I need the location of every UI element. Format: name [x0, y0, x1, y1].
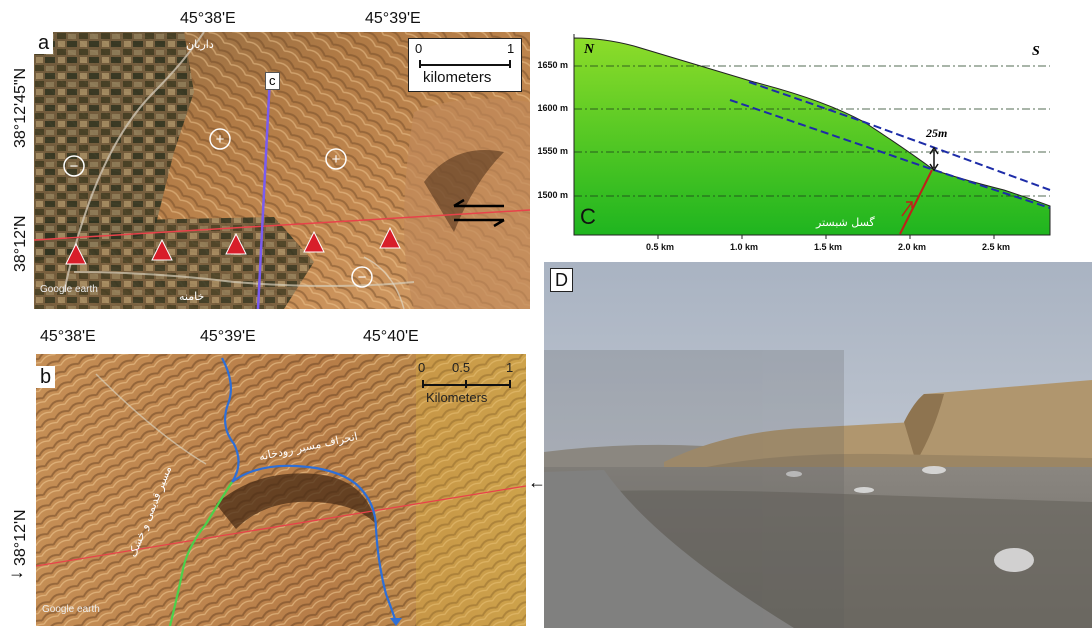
panel-a-plus-sign-1: + — [209, 128, 231, 150]
panel-a-profile-label: c — [265, 72, 280, 90]
panel-c-fault — [899, 169, 933, 235]
panel-b-letter: b — [36, 366, 56, 388]
panel-b-scale-bar: 0 0.5 1 Kilometers — [416, 360, 516, 416]
panel-a-scale-start: 0 — [415, 41, 423, 56]
panel-d-letter: D — [550, 268, 573, 292]
panel-b-old-channel — [168, 481, 233, 626]
panel-b-map-graphic — [36, 354, 526, 626]
panel-b-scale-mid: 0.5 — [452, 360, 471, 375]
panel-a-minus-sign-1: − — [63, 155, 85, 177]
panel-c-elev-1550: 1550 m — [537, 146, 568, 156]
panel-a-lon-label-1: 45°38'E — [180, 10, 236, 27]
panel-a-village-top: داریان — [186, 38, 214, 51]
panel-b-lat-label: 38°12'N — [12, 509, 29, 566]
panel-d-fault-scarp — [664, 380, 1092, 477]
panel-c-fault-label: گسل شبستر — [816, 216, 875, 229]
panel-c-elev-1650: 1650 m — [537, 60, 568, 70]
panel-c-south-label: S — [1032, 44, 1040, 59]
panel-a-watermark: Google earth — [40, 284, 98, 295]
panel-a-minus-sign-2: − — [351, 266, 373, 288]
panel-b-scale-start: 0 — [418, 360, 426, 375]
panel-c-elev-1600: 1600 m — [537, 103, 568, 113]
panel-a-lon-label-2: 45°39'E — [365, 10, 421, 27]
panel-a-lat-label-1: 38°12'45"N — [12, 67, 29, 148]
panel-c-dist-1.5: 1.5 km — [814, 242, 843, 252]
panel-b-lon-label-3: 45°40'E — [363, 328, 419, 345]
panel-c-dist-2.0: 2.0 km — [898, 242, 927, 252]
panel-b-scale-unit: Kilometers — [426, 390, 488, 405]
panel-a-letter: a — [34, 32, 54, 54]
panel-a-profile-line — [256, 75, 272, 309]
panel-c-dist-1.0: 1.0 km — [730, 242, 759, 252]
svg-text:+: + — [332, 151, 341, 168]
panel-d-road — [544, 470, 794, 628]
svg-text:−: − — [70, 158, 79, 175]
panel-a-satellite-map: + + − − a داریان خامنه Google earth — [34, 32, 530, 309]
panel-c-profile-graphic — [573, 34, 1051, 239]
panel-c-upper-surface-line — [748, 81, 1051, 191]
panel-a-village-bottom: خامنه — [179, 290, 205, 303]
panel-a-fault-line — [34, 209, 530, 241]
panel-b-river — [221, 357, 398, 623]
panel-b-fault-line — [36, 485, 526, 567]
panel-c-dist-0.5: 0.5 km — [646, 242, 675, 252]
panel-a-fault-marker-5 — [379, 226, 401, 249]
panel-a-strike-slip-arrows — [453, 198, 505, 228]
panel-b-scale-end: 1 — [506, 360, 514, 375]
svg-text:−: − — [358, 269, 367, 286]
panel-c-profile: N S 25m C گسل شبستر 1650 m 1600 m 1550 m… — [534, 30, 1090, 262]
panel-c-offset-arrow — [929, 146, 939, 172]
panel-a-plus-sign-2: + — [325, 148, 347, 170]
panel-a-lat-label-2: 38°12'N — [12, 215, 29, 272]
panel-b-watermark: Google earth — [42, 604, 100, 615]
panel-c-elev-1500: 1500 m — [537, 190, 568, 200]
panel-b-satellite-map: b انحراف مسیر رودخانه مسیر قدیمی و خشک G… — [36, 354, 526, 626]
panel-a-scale-bar: 0 1 kilometers — [408, 38, 522, 92]
panel-b-right-arrow: ← — [528, 472, 546, 492]
panel-c-offset-label: 25m — [926, 126, 948, 140]
panel-c-north-label: N — [584, 42, 595, 57]
panel-a-fault-marker-3 — [225, 232, 247, 255]
panel-c-dist-2.5: 2.5 km — [982, 242, 1011, 252]
panel-a-scale-unit: kilometers — [423, 69, 492, 86]
panel-d-photo: D — [544, 262, 1092, 628]
panel-b-left-arrow: → — [8, 562, 26, 582]
panel-a-fault-marker-4 — [303, 230, 325, 253]
panel-b-lon-label-1: 45°38'E — [40, 328, 96, 345]
panel-b-lon-label-2: 45°39'E — [200, 328, 256, 345]
panel-a-fault-marker-1 — [65, 242, 87, 265]
panel-d-photo-graphic — [544, 262, 1092, 628]
panel-a-scale-line — [419, 64, 511, 66]
panel-a-fault-marker-2 — [151, 238, 173, 261]
panel-c-terrain — [573, 37, 1051, 236]
panel-a-scale-end: 1 — [507, 41, 515, 56]
panel-c-letter: C — [580, 204, 596, 229]
svg-text:+: + — [216, 131, 225, 148]
